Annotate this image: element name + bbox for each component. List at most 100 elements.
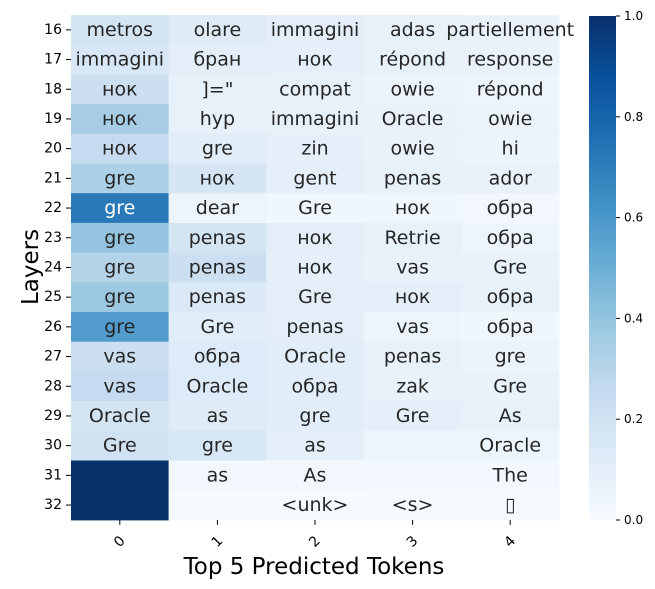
heatmap-cell	[266, 460, 365, 491]
heatmap-cell	[363, 252, 462, 283]
cell-token-label: ]="	[201, 78, 233, 100]
heatmap-cell	[168, 490, 267, 521]
y-tick-label: 27	[44, 349, 62, 365]
heatmap-cell	[461, 163, 560, 194]
heatmap-cell	[71, 341, 170, 372]
cell-token-label: penas	[189, 286, 246, 308]
cell-token-label: нок	[102, 138, 138, 160]
cell-token-label: gre	[202, 138, 233, 160]
y-tick-label: 28	[44, 378, 62, 394]
x-tick-label: 1	[209, 533, 227, 551]
heatmap-cell	[461, 193, 560, 224]
cell-token-label: As	[499, 405, 522, 427]
heatmap-cell	[266, 401, 365, 432]
y-tick-label: 32	[44, 497, 62, 513]
cell-token-label: gre	[104, 197, 135, 219]
cell-token-label: gent	[293, 167, 336, 189]
cell-token-label: обра	[487, 316, 534, 338]
heatmap-cell	[266, 312, 365, 343]
cell-token-label: immagini	[75, 49, 164, 71]
x-tick-label: 3	[404, 533, 422, 551]
cell-token-label: Retrie	[384, 227, 440, 249]
heatmap-cell	[363, 401, 462, 432]
heatmap-cell	[168, 371, 267, 402]
cell-token-label: Gre	[493, 256, 527, 278]
cell-token-label: обра	[487, 227, 534, 249]
heatmap-cell	[168, 222, 267, 254]
heatmap-cell	[461, 282, 560, 313]
cell-token-label: Gre	[396, 405, 430, 427]
cell-token-label: обра	[291, 375, 338, 397]
heatmap-cell	[266, 490, 365, 521]
cell-token-label: <s>	[392, 494, 434, 516]
y-tick-label: 19	[44, 111, 62, 127]
heatmap-cell	[266, 15, 365, 46]
heatmap-cell	[461, 490, 560, 521]
heatmap-cell	[168, 193, 267, 224]
cell-token-label: olare	[194, 19, 242, 41]
heatmap-cell	[266, 74, 365, 105]
cell-token-label: gre	[104, 316, 135, 338]
heatmap-cell	[266, 341, 365, 372]
y-tick-label: 18	[44, 81, 62, 97]
cell-token-label: vas	[396, 256, 429, 278]
heatmap-cell	[71, 74, 170, 105]
heatmap-cell	[461, 371, 560, 402]
heatmap-cell	[71, 193, 170, 224]
heatmap-cell	[266, 282, 365, 313]
cell-token-label: response	[467, 49, 553, 71]
y-tick-label: 31	[44, 467, 62, 483]
cell-token-label: as	[304, 435, 326, 457]
y-tick-label: 24	[44, 259, 62, 275]
y-tick-label: 21	[44, 170, 62, 186]
cell-token-label: hyp	[200, 108, 235, 130]
cell-token-label: vas	[103, 375, 136, 397]
heatmap-cell	[363, 193, 462, 224]
heatmap-cell	[363, 282, 462, 313]
heatmap-cell	[71, 252, 170, 283]
cell-token-label: Gre	[103, 435, 137, 457]
heatmap-cell	[266, 193, 365, 224]
cell-token-label: gre	[104, 227, 135, 249]
y-axis-ticks: 16 17 18 19 20 21 22 23 24 25 26 27 28 29 30 31 32	[44, 22, 71, 513]
cell-token-label: owie	[391, 138, 435, 160]
cell-token-label: As	[304, 464, 327, 486]
cell-token-label: <unk>	[282, 494, 349, 516]
y-tick-label: 26	[44, 319, 62, 335]
heatmap-cell	[71, 490, 170, 521]
cell-token-label: penas	[384, 167, 441, 189]
y-tick-label: 29	[44, 408, 62, 424]
heatmap-cell	[461, 341, 560, 372]
cell-token-label: gre	[104, 256, 135, 278]
heatmap-cell	[363, 341, 462, 372]
heatmap-cell	[168, 401, 267, 432]
cell-token-label: нок	[102, 108, 138, 130]
cell-token-label: нок	[200, 167, 236, 189]
heatmap-cell	[266, 163, 365, 194]
heatmap-cell	[71, 401, 170, 432]
colorbar	[589, 16, 616, 520]
y-tick-label: 16	[44, 22, 62, 38]
heatmap-cell	[461, 74, 560, 105]
x-tick-label: 0	[111, 533, 129, 551]
heatmap-cell	[71, 15, 170, 46]
cell-token-label: penas	[189, 227, 246, 249]
cell-token-label: metros	[87, 19, 154, 41]
cell-token-label: обра	[487, 286, 534, 308]
cell-token-label: zak	[396, 375, 429, 397]
y-tick-label: 17	[44, 52, 62, 68]
x-axis-ticks: 0 1 2 3 4	[111, 519, 519, 551]
heatmap-cell-labels: metros olare immagini adas partiellement imma…	[75, 19, 574, 516]
cell-token-label: ▯	[505, 494, 515, 516]
heatmap-cell	[363, 104, 462, 135]
heatmap-cell	[461, 460, 560, 491]
heatmap-cell	[168, 15, 267, 46]
cell-token-label: gre	[104, 167, 135, 189]
cell-token-label: immagini	[271, 108, 360, 130]
cell-token-label: as	[207, 405, 229, 427]
heatmap-cell	[168, 341, 267, 372]
cell-token-label: обра	[487, 197, 534, 219]
cell-token-label: penas	[384, 346, 441, 368]
cell-token-label: owie	[391, 78, 435, 100]
cell-token-label: ador	[489, 167, 532, 189]
